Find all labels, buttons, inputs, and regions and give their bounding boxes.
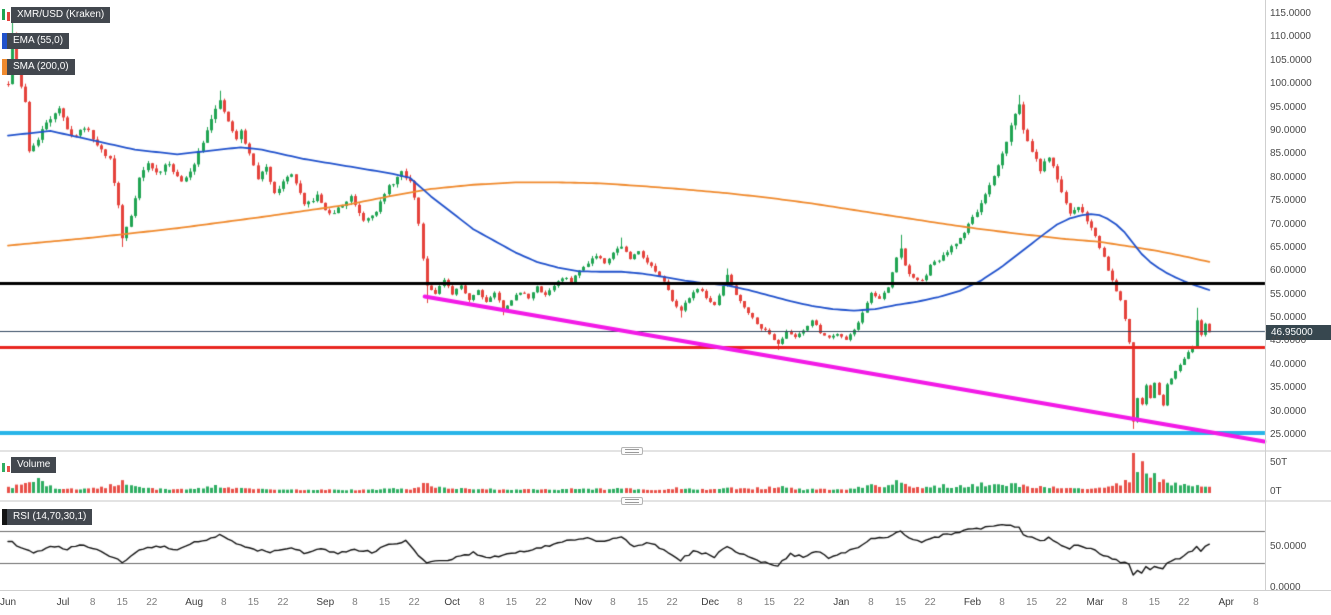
time-tick: Jul	[56, 597, 70, 608]
price-tick: 25.0000	[1270, 429, 1307, 440]
time-tick: 8	[220, 597, 227, 608]
time-tick: Aug	[185, 597, 204, 608]
pane-separator-volume[interactable]	[0, 447, 1331, 455]
price-tick: 90.0000	[1270, 124, 1307, 136]
rsi-chip: RSI (14,70,30,1)	[7, 509, 93, 525]
price-tick: 45.0000	[1270, 335, 1307, 347]
symbol-chip: XMR/USD (Kraken)	[11, 7, 111, 23]
candlestick-icon	[2, 7, 11, 23]
price-tick: 115.0000	[1270, 8, 1311, 19]
time-tick: 15	[1026, 597, 1038, 608]
time-tick: 22	[1055, 597, 1067, 608]
time-tick: 15	[505, 597, 517, 608]
time-tick: 8	[868, 597, 874, 608]
time-tick: 15	[378, 597, 391, 608]
price-axis-border	[1265, 0, 1266, 590]
time-tick: 8	[999, 597, 1005, 608]
time-tick: 15	[116, 597, 128, 608]
time-tick: 22	[277, 597, 289, 608]
price-tick: 60.0000	[1270, 265, 1307, 277]
time-tick: 8	[352, 597, 358, 608]
price-tick: 35.0000	[1270, 382, 1307, 394]
time-tick: Mar	[1086, 597, 1104, 608]
price-tick: 100.0000	[1270, 78, 1312, 90]
legend-sma-row[interactable]: SMA (200,0)	[2, 59, 75, 75]
price-tick: 75.0000	[1270, 195, 1307, 207]
time-tick: 22	[408, 597, 420, 608]
price-tick: 40.0000	[1270, 358, 1307, 370]
volume-tick: 0T	[1270, 486, 1282, 497]
time-tick: 8	[1121, 597, 1128, 608]
rsi-color-swatch	[2, 509, 7, 525]
time-tick: 15	[894, 597, 907, 608]
rsi-tick: 50.0000	[1270, 541, 1307, 552]
time-tick: 8	[737, 597, 743, 608]
last-price-badge: 46.95000	[1266, 324, 1331, 340]
price-tick: 95.0000	[1270, 101, 1307, 113]
time-tick: Jun	[0, 597, 17, 608]
time-tick: Oct	[444, 597, 460, 608]
time-tick: Apr	[1218, 597, 1235, 608]
volume-chip: Volume	[11, 457, 57, 473]
time-tick: 22	[146, 597, 158, 608]
volume-tick: 50T	[1270, 457, 1288, 468]
volume-bars-icon	[2, 457, 11, 473]
sma-color-swatch	[2, 59, 7, 75]
time-tick: 15	[763, 597, 775, 608]
time-tick: 22	[535, 597, 547, 608]
time-tick: Sep	[316, 597, 335, 608]
time-tick: 8	[478, 597, 485, 608]
rsi-legend-row[interactable]: RSI (14,70,30,1)	[2, 509, 93, 525]
pane-separator-rsi[interactable]	[0, 497, 1331, 505]
price-tick: 30.0000	[1270, 405, 1307, 417]
time-tick: 22	[666, 597, 678, 608]
time-tick: 22	[793, 597, 805, 608]
price-tick: 65.0000	[1270, 241, 1307, 253]
price-tick: 80.0000	[1270, 171, 1307, 183]
price-tick: 70.0000	[1270, 218, 1307, 230]
price-tick: 110.0000	[1270, 31, 1311, 43]
time-tick: Dec	[701, 597, 720, 608]
drag-handle-icon[interactable]	[621, 497, 643, 505]
time-tick: 15	[1148, 597, 1160, 608]
price-tick: 55.0000	[1270, 288, 1307, 300]
ema-color-swatch	[2, 33, 7, 49]
time-tick: 8	[89, 597, 96, 608]
time-axis-border	[0, 590, 1331, 591]
legend-symbol-row[interactable]: XMR/USD (Kraken)	[2, 7, 111, 23]
price-tick: 50.0000	[1270, 312, 1307, 324]
time-tick: Nov	[574, 597, 593, 608]
drag-handle-icon[interactable]	[621, 447, 643, 455]
time-tick: 8	[1253, 597, 1259, 608]
legend-ema-row[interactable]: EMA (55,0)	[2, 33, 70, 49]
price-tick: 85.0000	[1270, 148, 1307, 160]
time-tick: 15	[636, 597, 649, 608]
rsi-tick: 0.0000	[1270, 582, 1301, 593]
time-tick: 22	[924, 597, 936, 608]
ema-chip: EMA (55,0)	[7, 33, 70, 49]
time-tick: 8	[610, 597, 616, 608]
time-tick: Feb	[963, 597, 982, 608]
price-tick: 105.0000	[1270, 54, 1312, 66]
time-tick: Jan	[833, 597, 850, 608]
time-tick: 22	[1178, 597, 1190, 608]
sma-chip: SMA (200,0)	[7, 59, 75, 75]
volume-legend-row[interactable]: Volume	[2, 457, 57, 473]
time-tick: 15	[247, 597, 259, 608]
